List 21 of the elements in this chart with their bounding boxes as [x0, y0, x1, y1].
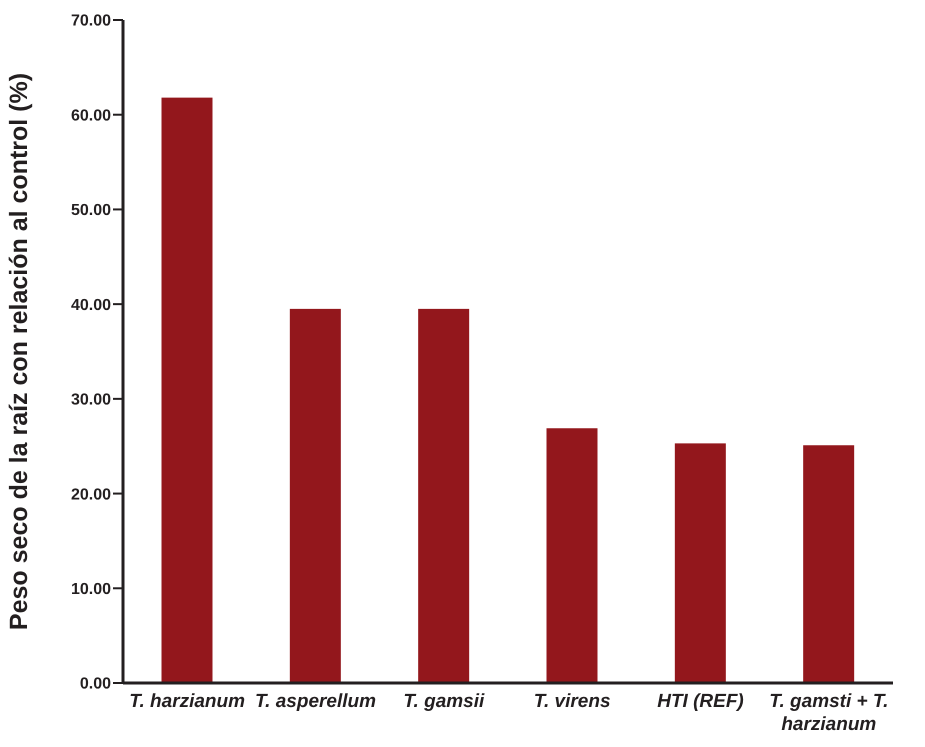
- y-tick-label: 30.00: [70, 392, 112, 409]
- y-tick-label: 40.00: [70, 296, 112, 314]
- x-tick-label: T. gamsti + T. harzianum: [769, 691, 888, 735]
- y-tick-label: 60.00: [70, 107, 112, 124]
- y-tick-label: 10.00: [70, 580, 112, 598]
- x-tick-label: T. harzianum: [129, 691, 246, 712]
- x-tick-label: T. gamsii: [403, 691, 486, 712]
- x-tick-label: T. virens: [534, 691, 611, 712]
- bar: [290, 308, 341, 683]
- y-tick-label: 20.00: [70, 486, 112, 504]
- x-tick-label: HTI (REF): [657, 691, 744, 712]
- bar: [162, 98, 212, 683]
- y-tick-label: 50.00: [70, 202, 112, 220]
- y-tick-label: 70.00: [70, 12, 112, 30]
- bar: [546, 428, 598, 683]
- y-tick-label: 0.00: [80, 676, 112, 693]
- bar: [674, 443, 726, 683]
- x-tick-label: T. asperellum: [254, 691, 376, 712]
- bar: [418, 308, 470, 683]
- bar: [803, 445, 854, 683]
- y-axis-title: Peso seco de la raíz con relación al control (%): [4, 72, 33, 630]
